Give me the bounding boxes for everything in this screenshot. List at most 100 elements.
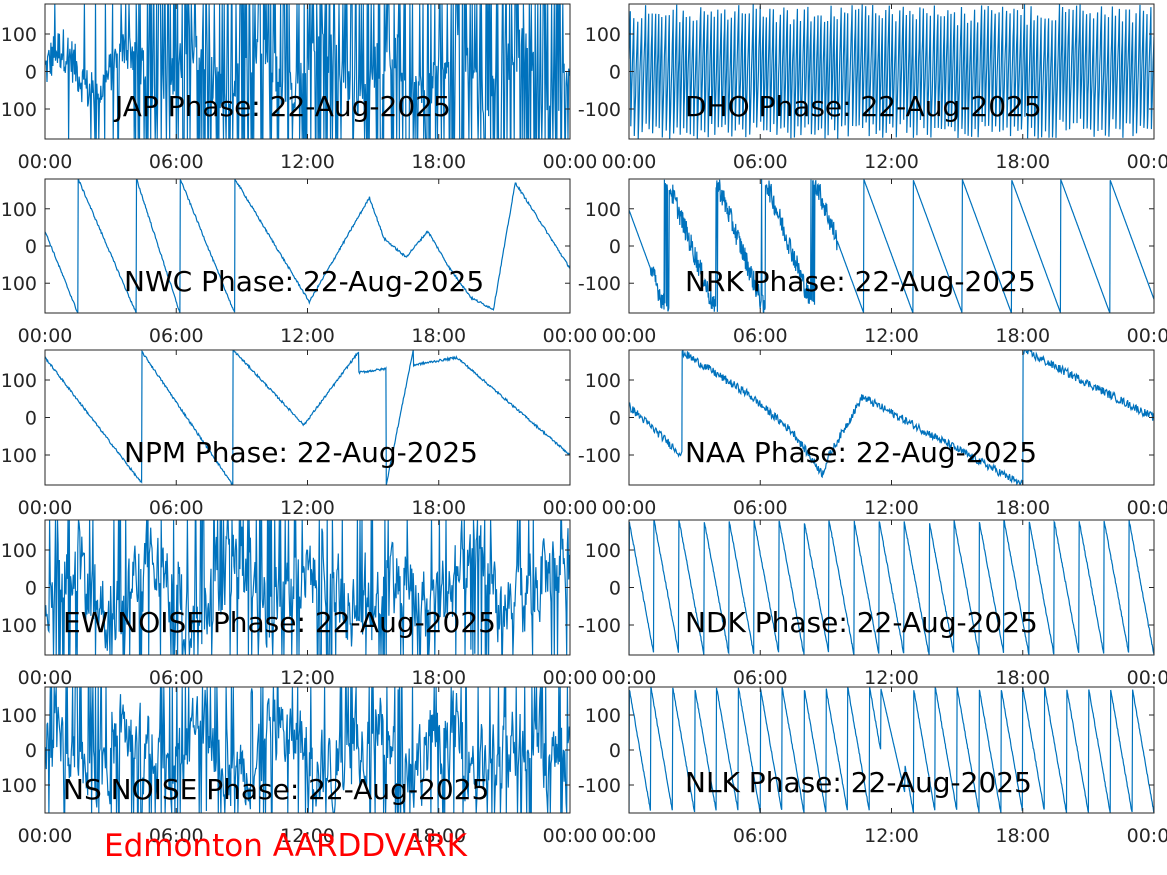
y-tick-label: -100 bbox=[578, 99, 621, 121]
y-tick-label: 0 bbox=[609, 408, 621, 430]
y-tick-label: -100 bbox=[578, 273, 621, 295]
phase-series-line bbox=[629, 350, 1154, 485]
x-tick-label: 00:00 bbox=[18, 325, 73, 347]
x-tick-label: 00:00 bbox=[602, 825, 657, 847]
y-tick-label: -100 bbox=[578, 615, 621, 637]
x-tick-label: 00:00 bbox=[1127, 667, 1167, 689]
y-tick-label: -100 bbox=[0, 445, 37, 467]
x-tick-label: 18:00 bbox=[995, 497, 1050, 519]
x-tick-label: 00:00 bbox=[1127, 497, 1167, 519]
x-tick-label: 12:00 bbox=[280, 667, 335, 689]
x-tick-label: 06:00 bbox=[149, 667, 204, 689]
x-tick-label: 18:00 bbox=[995, 151, 1050, 173]
x-tick-label: 00:00 bbox=[602, 151, 657, 173]
x-tick-label: 12:00 bbox=[280, 825, 335, 847]
x-tick-label: 00:00 bbox=[602, 325, 657, 347]
y-tick-label: 100 bbox=[585, 199, 621, 221]
phase-series-line bbox=[45, 4, 570, 139]
x-tick-label: 12:00 bbox=[864, 667, 919, 689]
x-tick-label: 00:00 bbox=[602, 667, 657, 689]
x-tick-label: 00:00 bbox=[543, 151, 598, 173]
x-tick-label: 00:00 bbox=[1127, 825, 1167, 847]
phase-series-line bbox=[629, 520, 1154, 655]
panel-title: NRK Phase: 22-Aug-2025 bbox=[685, 265, 1036, 298]
x-tick-label: 18:00 bbox=[411, 825, 466, 847]
x-tick-label: 18:00 bbox=[995, 825, 1050, 847]
x-tick-label: 00:00 bbox=[543, 667, 598, 689]
panel-dho: -100 0 100 00:00 06:00 12:00 18:00 00:00 DHO Pha… bbox=[578, 3, 1167, 173]
x-tick-label: 06:00 bbox=[733, 325, 788, 347]
x-tick-label: 06:00 bbox=[733, 151, 788, 173]
panel-title: NPM Phase: 22-Aug-2025 bbox=[124, 436, 478, 469]
y-tick-label: 100 bbox=[1, 199, 37, 221]
y-tick-label: 0 bbox=[25, 62, 37, 84]
x-tick-label: 12:00 bbox=[280, 151, 335, 173]
panel-title: NLK Phase: 22-Aug-2025 bbox=[685, 766, 1032, 799]
station-footer: Edmonton AARDDVARK bbox=[104, 828, 468, 864]
y-tick-label: 100 bbox=[585, 24, 621, 46]
panel-ndk: -100 0 100 00:00 06:00 12:00 18:00 00:00 NDK Pha… bbox=[578, 519, 1167, 689]
panel-npm: -100 0 100 00:00 06:00 12:00 18:00 00:00 NPM Pha… bbox=[0, 349, 598, 519]
x-tick-label: 06:00 bbox=[733, 497, 788, 519]
x-tick-label: 00:00 bbox=[18, 667, 73, 689]
phase-series-line bbox=[629, 179, 1154, 313]
panel-naa: -100 0 100 00:00 06:00 12:00 18:00 00:00 NAA Pha… bbox=[578, 349, 1167, 519]
x-tick-label: 00:00 bbox=[543, 325, 598, 347]
y-tick-label: 0 bbox=[609, 236, 621, 258]
panel-nrk: -100 0 100 00:00 06:00 12:00 18:00 00:00 NRK Pha… bbox=[578, 178, 1167, 347]
x-tick-label: 12:00 bbox=[280, 497, 335, 519]
panel-nwc: -100 0 100 00:00 06:00 12:00 18:00 00:00 NWC Pha… bbox=[0, 178, 598, 347]
y-tick-label: -100 bbox=[0, 273, 37, 295]
x-tick-label: 00:00 bbox=[543, 825, 598, 847]
panel-title: DHO Phase: 22-Aug-2025 bbox=[685, 90, 1042, 123]
phase-series-line bbox=[629, 4, 1154, 139]
x-tick-label: 00:00 bbox=[18, 497, 73, 519]
x-tick-label: 18:00 bbox=[995, 667, 1050, 689]
x-tick-label: 06:00 bbox=[149, 151, 204, 173]
panel-title: NAA Phase: 22-Aug-2025 bbox=[685, 436, 1037, 469]
x-tick-label: 00:00 bbox=[1127, 151, 1167, 173]
x-tick-label: 18:00 bbox=[995, 325, 1050, 347]
y-tick-label: -100 bbox=[0, 615, 37, 637]
x-tick-label: 00:00 bbox=[18, 151, 73, 173]
panel-title: EW NOISE Phase: 22-Aug-2025 bbox=[63, 606, 496, 639]
x-tick-label: 06:00 bbox=[149, 325, 204, 347]
x-tick-label: 12:00 bbox=[864, 151, 919, 173]
x-tick-label: 06:00 bbox=[149, 825, 204, 847]
x-tick-label: 00:00 bbox=[602, 497, 657, 519]
y-tick-label: -100 bbox=[578, 445, 621, 467]
x-tick-label: 06:00 bbox=[733, 825, 788, 847]
y-tick-label: 100 bbox=[585, 540, 621, 562]
phase-series-line bbox=[45, 179, 570, 313]
phase-series-line bbox=[45, 350, 570, 485]
panel-title: NDK Phase: 22-Aug-2025 bbox=[685, 606, 1038, 639]
y-tick-label: 0 bbox=[25, 578, 37, 600]
panel-title: NS NOISE Phase: 22-Aug-2025 bbox=[63, 773, 489, 806]
y-tick-label: 100 bbox=[585, 705, 621, 727]
x-tick-label: 00:00 bbox=[1127, 325, 1167, 347]
phase-series-line bbox=[45, 687, 570, 813]
panel-nlk: -100 0 100 00:00 06:00 12:00 18:00 00:00 NLK Pha… bbox=[578, 686, 1167, 847]
x-tick-label: 12:00 bbox=[864, 825, 919, 847]
panel-jap: -100 0 100 00:00 06:00 12:00 18:00 00:00 JAP Pha… bbox=[0, 3, 598, 173]
y-tick-label: -100 bbox=[0, 775, 37, 797]
y-tick-label: 100 bbox=[1, 540, 37, 562]
y-tick-label: -100 bbox=[578, 775, 621, 797]
y-tick-label: 100 bbox=[1, 24, 37, 46]
x-tick-label: 00:00 bbox=[543, 497, 598, 519]
panel-title: JAP Phase: 22-Aug-2025 bbox=[113, 90, 451, 123]
x-tick-label: 00:00 bbox=[18, 825, 73, 847]
x-tick-label: 18:00 bbox=[411, 325, 466, 347]
x-tick-label: 18:00 bbox=[411, 667, 466, 689]
y-tick-label: 0 bbox=[25, 740, 37, 762]
x-tick-label: 06:00 bbox=[149, 497, 204, 519]
x-tick-label: 12:00 bbox=[280, 325, 335, 347]
y-tick-label: 100 bbox=[1, 370, 37, 392]
y-tick-label: 0 bbox=[609, 62, 621, 84]
y-tick-label: 0 bbox=[609, 740, 621, 762]
phase-series-line bbox=[45, 520, 570, 655]
y-tick-label: 0 bbox=[609, 578, 621, 600]
panel-ew-noise: -100 0 100 00:00 06:00 12:00 18:00 00:00 EW NOIS… bbox=[0, 519, 598, 689]
panel-ns-noise: -100 0 100 00:00 06:00 12:00 18:00 00:00 NS NOIS… bbox=[0, 686, 598, 847]
